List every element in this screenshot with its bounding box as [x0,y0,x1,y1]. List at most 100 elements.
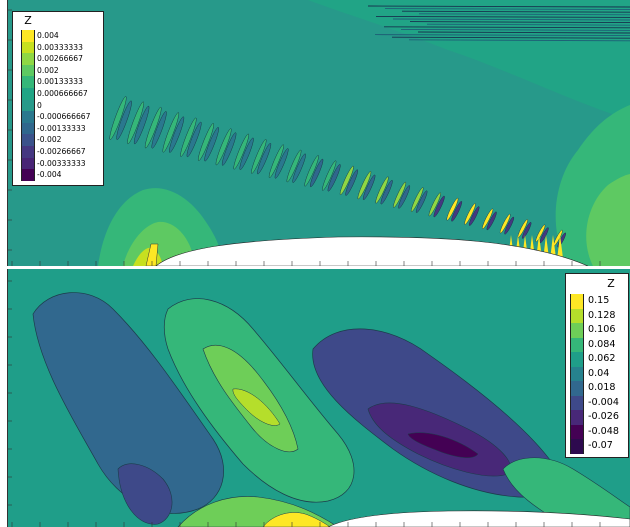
top-wave-positive [375,176,389,204]
top-wave-negative [380,179,393,205]
top-wave-negative [539,227,549,244]
bottom-lobe-negative-1 [32,292,224,514]
legend-label: 0.00133333 [37,77,83,87]
top-wave-negative [204,127,219,162]
legend-label: 0.004 [37,31,59,40]
bottom-lobe-positive-2 [502,457,630,527]
top-wave-positive [162,112,180,153]
legend-label: -0.004 [37,170,62,180]
top-airfoil-body [155,236,589,266]
top-wave-positive [499,213,511,234]
legend-swatch [570,366,584,381]
legend-label: 0.04 [588,367,610,379]
legend-label: 0.106 [588,324,616,336]
top-wave-positive [109,96,127,140]
bottom-legend-title: Z [607,277,615,290]
top-wave-stripe [286,149,306,183]
legend-swatch [21,88,35,100]
legend-label: 0.002 [37,65,59,75]
top-wave-negative [133,105,150,145]
legend-swatch [21,122,35,135]
bottom-lobe-negative-1-core [117,463,173,525]
legend-label: -0.004 [588,396,619,408]
legend-swatch [21,41,35,54]
top-wave-negative [522,222,532,239]
top-wave-positive [357,171,372,200]
top-wave-positive [233,133,249,170]
legend-label: -0.00333333 [37,158,86,168]
top-wave-negative [362,174,376,201]
top-wave-negative [451,201,463,222]
top-wave-stripe [339,165,358,196]
top-right-blob-inner [586,174,630,266]
top-contour-svg [8,0,630,266]
top-wave-stripe [393,181,411,209]
top-noise-line [418,13,630,16]
top-wave-stripe [410,187,428,213]
top-noise-line [367,5,630,8]
top-wave-negative [345,169,358,196]
top-wave-negative [327,164,341,192]
top-wave-positive [410,187,424,213]
top-noise-line [408,39,630,42]
legend-label: 0.018 [588,382,616,394]
top-wave-negative [151,111,167,149]
top-wave-positive [535,224,546,242]
top-legend-title: Z [24,14,32,27]
legend-swatch [570,395,584,410]
top-noise-line [374,34,630,37]
top-wave-positive [215,128,232,166]
legend-swatch [570,294,584,309]
bottom-contour-plot [8,269,630,527]
legend-swatch [21,64,35,77]
top-wave-negative [257,142,272,175]
top-wave-stripe [535,224,549,244]
legend-swatch [570,323,584,338]
top-wave-positive [464,203,476,225]
legend-label: -0.07 [588,440,613,452]
top-wave-positive [286,149,302,183]
top-noise-line [409,21,630,24]
bottom-airfoil-body [327,510,630,527]
top-wave-negative [116,100,132,140]
legend-label: -0.00133333 [37,123,86,133]
legend-swatch [570,352,584,367]
bottom-contour-svg [8,269,630,527]
top-noise-line [426,23,630,26]
top-wave-stripe [109,96,132,140]
top-wave-stripe [482,208,497,231]
top-wave-positive [304,155,319,187]
legend-swatch [21,111,35,123]
legend-label: 0 [37,100,42,110]
legend-swatch [21,157,35,170]
legend-swatch [570,337,584,352]
bottom-lobe-negative-2-core [407,432,479,458]
legend-swatch [570,410,584,425]
top-wave-stripe [162,112,185,153]
top-wave-positive [393,181,407,208]
bottom-surface-peak [262,512,331,527]
top-wave-negative [504,216,515,235]
top-wave-stripe [233,133,254,170]
top-panel-axis-line [7,0,8,266]
top-wave-negative [239,137,254,170]
legend-swatch [570,424,584,439]
legend-swatch [570,439,584,454]
top-wave-stripe [268,144,289,179]
legend-label: 0.084 [588,338,616,350]
top-wave-stripe [357,171,376,201]
top-wave-stripe [304,155,324,188]
top-wave-stripe [322,160,341,192]
top-noise-line [401,10,630,13]
legend-swatch [21,134,35,146]
legend-swatch [570,381,584,396]
top-wave-negative [486,211,497,231]
top-wave-negative [468,206,480,226]
legend-label: 0.000666667 [37,89,88,98]
top-bright-tip [557,235,563,260]
top-wave-negative [221,132,237,166]
legend-swatch [570,308,584,323]
top-wave-negative [292,153,306,183]
top-noise-line [417,31,630,34]
top-wave-negative [274,148,289,179]
